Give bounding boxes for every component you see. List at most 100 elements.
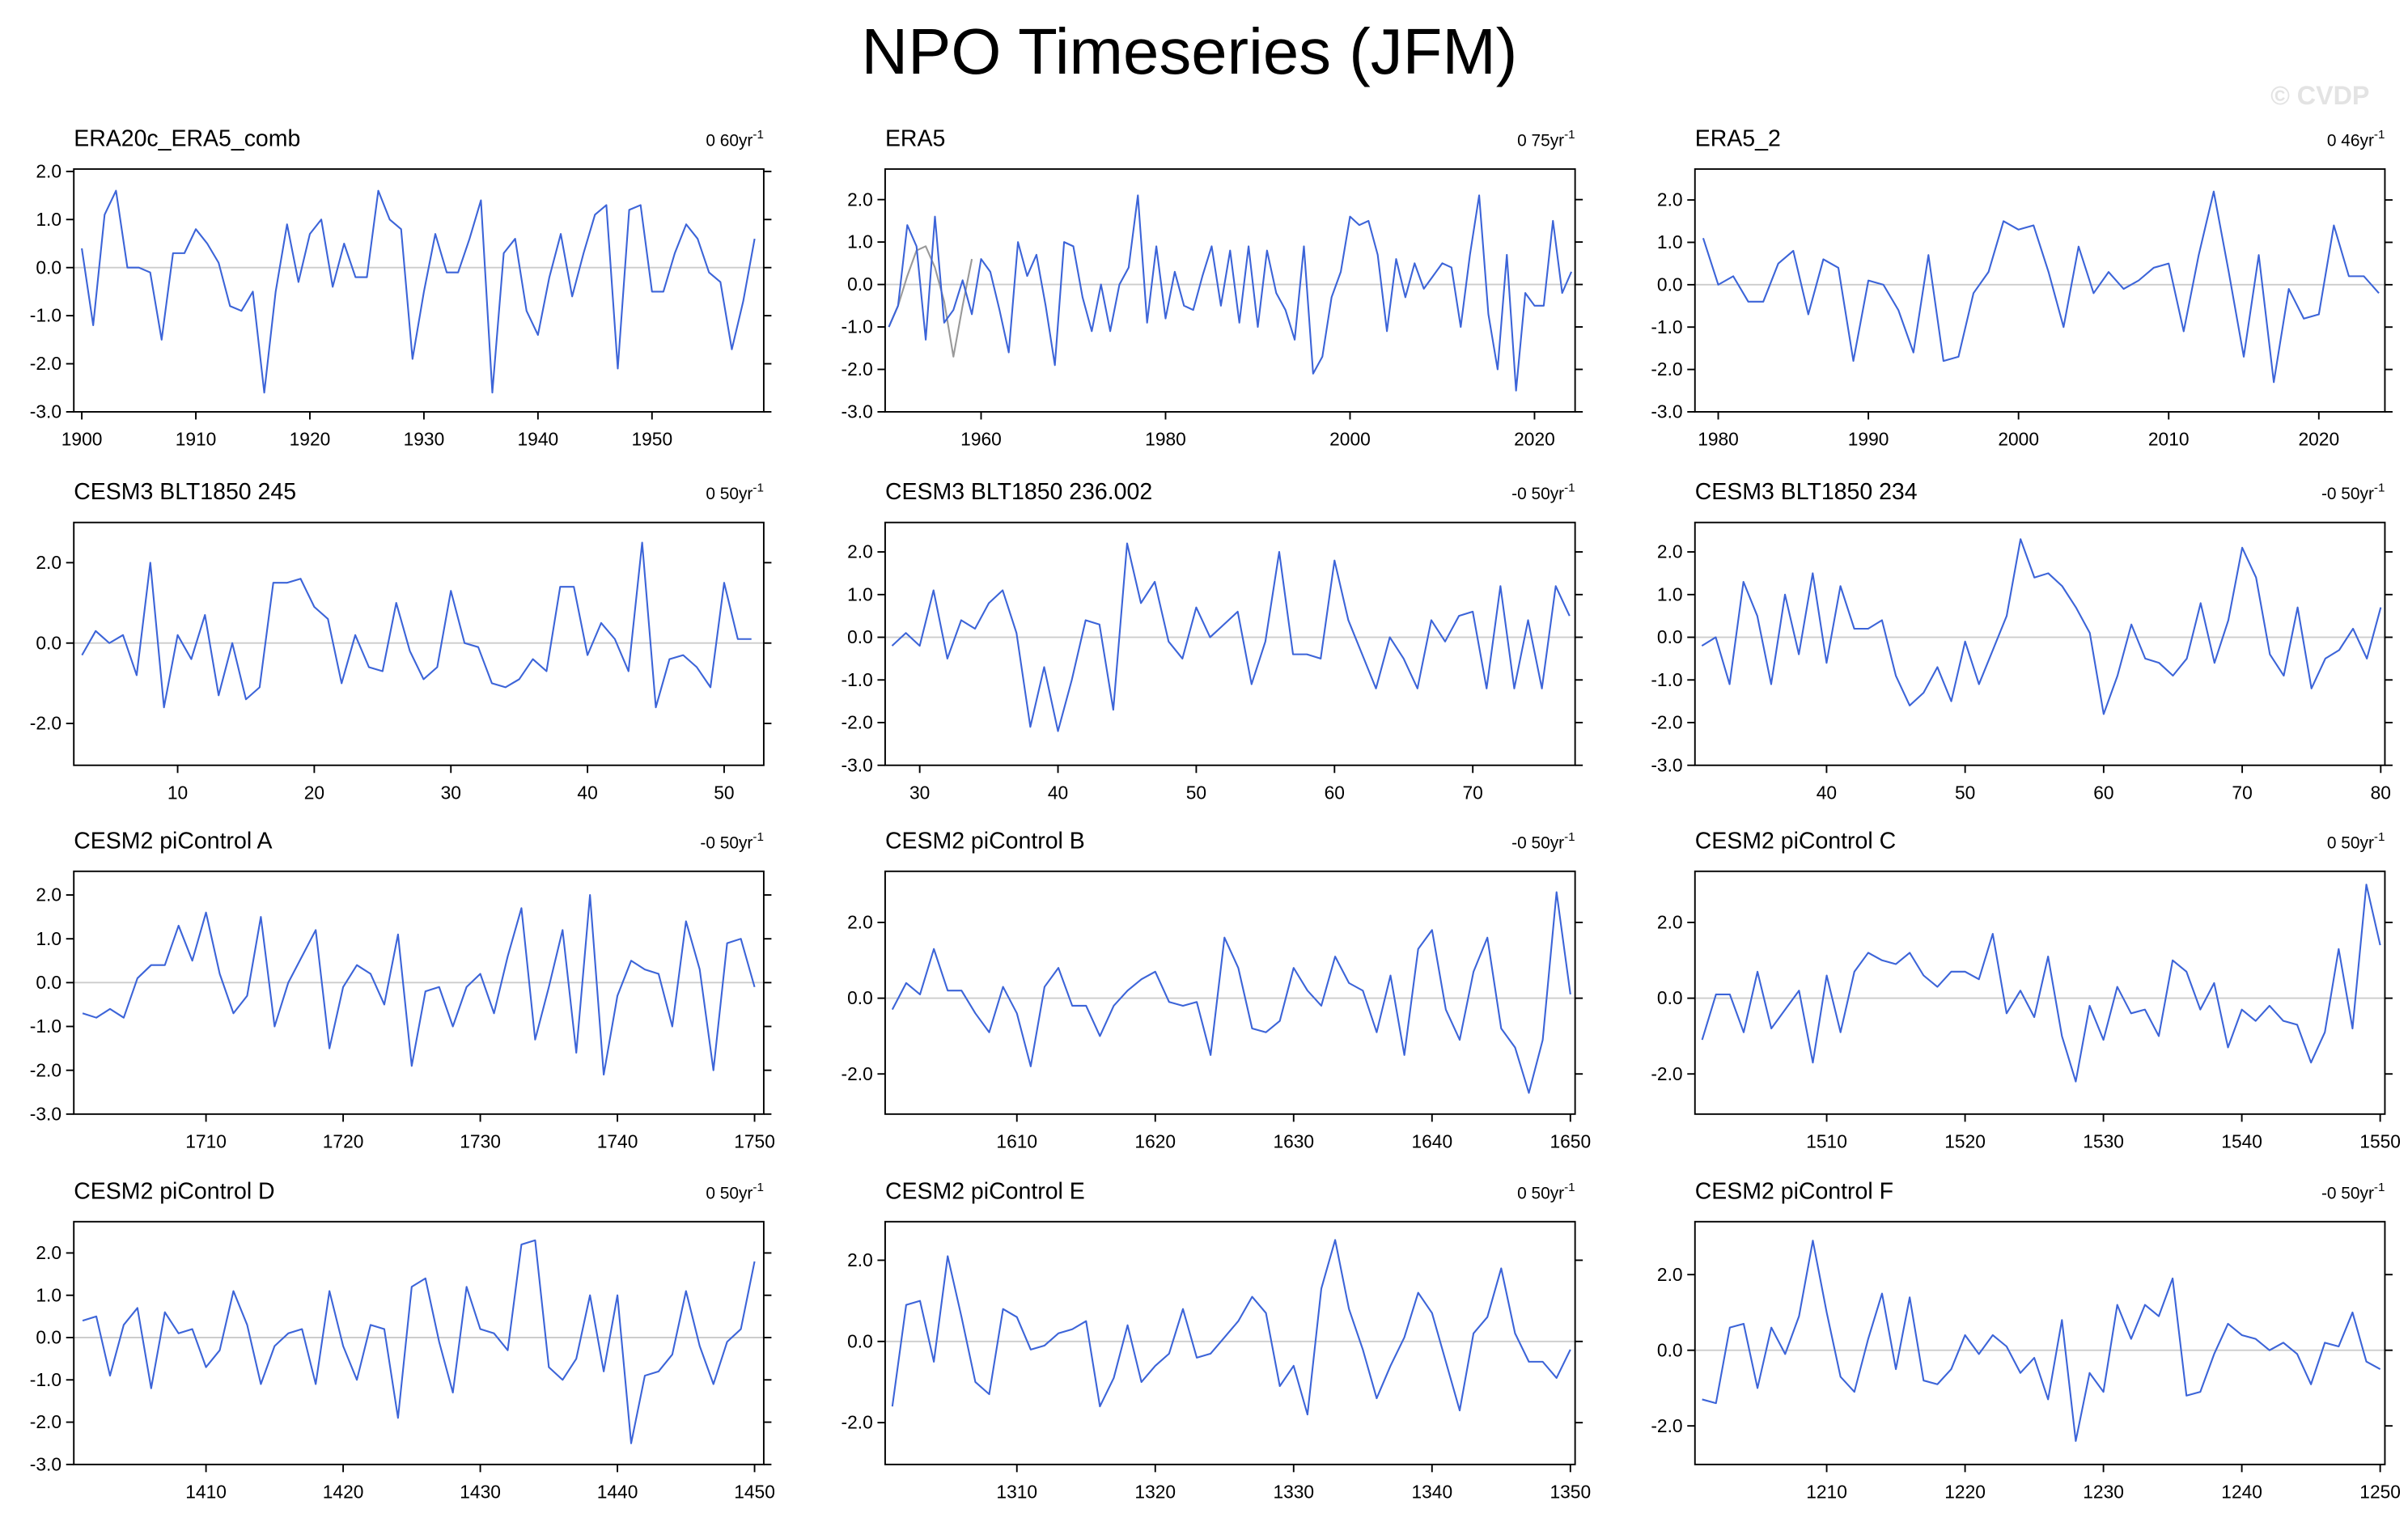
y-tick-label: 0.0 [1657, 626, 1683, 647]
y-tick-label: 0.0 [847, 626, 873, 647]
y-tick-label: -3.0 [842, 401, 873, 422]
panel: CESM3 BLT1850 245 0 50yr-1 -2.0 0.0 2.0 10 20 3… [30, 479, 772, 804]
trend-label: -0 50yr-1 [2321, 1181, 2385, 1202]
x-tick-label: 1310 [996, 1482, 1037, 1503]
x-tick-label: 1730 [460, 1131, 501, 1152]
y-tick-label: -2.0 [842, 358, 873, 380]
series-line [1702, 190, 2380, 384]
x-tick-label: 80 [2371, 782, 2391, 804]
trend-value: -0 50yr [1511, 833, 1564, 852]
x-tick-label: 1650 [1550, 1131, 1591, 1152]
series-line [1702, 1240, 2381, 1442]
x-tick-label: 2000 [1329, 429, 1371, 450]
plot-frame [1694, 521, 2386, 766]
y-tick-label: 1.0 [1657, 231, 1683, 252]
trend-exponent: -1 [2374, 830, 2385, 844]
y-tick-label: -1.0 [30, 1016, 61, 1037]
x-tick-label: 1430 [460, 1482, 501, 1503]
x-tick-label: 1750 [734, 1131, 775, 1152]
trend-value: -0 50yr [2321, 1184, 2374, 1202]
trend-label: 0 50yr-1 [2327, 830, 2385, 852]
x-tick-label: 1630 [1273, 1131, 1314, 1152]
panel: CESM2 piControl C 0 50yr-1 -2.0 0.0 2.0 1510 1… [1651, 828, 2401, 1151]
y-tick-label: -2.0 [842, 712, 873, 733]
series-line [1701, 884, 2381, 1083]
x-tick-label: 1330 [1273, 1482, 1314, 1503]
plot-frame [884, 1220, 1576, 1465]
plot-frame [884, 167, 1576, 413]
y-tick-label: 2.0 [847, 1249, 873, 1270]
panel-title: ERA20c_ERA5_comb [74, 125, 300, 151]
y-tick-label: -2.0 [30, 1059, 61, 1080]
y-tick-label: 1.0 [36, 209, 61, 230]
y-tick-label: -3.0 [30, 1453, 61, 1474]
x-tick-label: 20 [304, 782, 324, 804]
x-tick-label: 1900 [61, 429, 103, 450]
trend-label: 0 50yr-1 [1517, 1181, 1575, 1202]
y-tick-label: -1.0 [842, 669, 873, 690]
x-tick-label: 1540 [2221, 1131, 2262, 1152]
trend-value: 0 75yr [1517, 131, 1564, 150]
y-tick-label: -2.0 [30, 353, 61, 374]
plot-frame [73, 870, 765, 1115]
panel: CESM2 piControl F -0 50yr-1 -2.0 0.0 2.0 1210… [1651, 1178, 2401, 1502]
x-tick-label: 1240 [2221, 1482, 2262, 1503]
panel-title: CESM3 BLT1850 234 [1695, 479, 1918, 505]
x-tick-label: 1980 [1145, 429, 1186, 450]
trend-label: 0 50yr-1 [706, 481, 764, 503]
y-tick-label: -1.0 [30, 305, 61, 326]
y-tick-label: 2.0 [36, 552, 61, 573]
x-tick-label: 1620 [1134, 1131, 1176, 1152]
series-line [888, 245, 973, 358]
trend-value: 0 60yr [706, 131, 752, 150]
panel: CESM3 BLT1850 234 -0 50yr-1 -3.0 -2.0 -1.0 0.… [1651, 479, 2393, 804]
plot-frame [884, 870, 1576, 1115]
x-tick-label: 40 [1817, 782, 1837, 804]
y-tick-label: 0.0 [36, 972, 61, 993]
y-tick-label: 0.0 [36, 632, 61, 653]
x-tick-label: 1420 [323, 1482, 364, 1503]
x-tick-label: 50 [714, 782, 734, 804]
x-tick-label: 1640 [1411, 1131, 1452, 1152]
x-tick-label: 2020 [1514, 429, 1555, 450]
x-tick-label: 1230 [2083, 1482, 2124, 1503]
plot-frame [1694, 167, 2386, 413]
y-tick-label: 0.0 [847, 1330, 873, 1351]
trend-label: 0 50yr-1 [706, 1181, 764, 1202]
y-tick-label: -2.0 [1651, 358, 1682, 380]
y-tick-label: 0.0 [36, 257, 61, 278]
panel: CESM2 piControl D 0 50yr-1 -3.0 -2.0 -1.0 0.0… [30, 1178, 775, 1502]
trend-label: 0 60yr-1 [706, 128, 764, 150]
x-tick-label: 2020 [2298, 429, 2339, 450]
trend-label: 0 46yr-1 [2327, 128, 2385, 150]
x-tick-label: 1720 [323, 1131, 364, 1152]
x-tick-label: 1940 [518, 429, 559, 450]
y-tick-label: -3.0 [30, 1103, 61, 1124]
y-tick-label: 0.0 [36, 1327, 61, 1348]
x-tick-label: 30 [909, 782, 930, 804]
plot-frame [884, 521, 1576, 766]
panel-title: ERA5 [885, 125, 945, 151]
series-line [82, 1239, 756, 1444]
x-tick-label: 1930 [404, 429, 445, 450]
x-tick-label: 1520 [1944, 1131, 1986, 1152]
y-tick-label: -3.0 [1651, 754, 1682, 775]
x-tick-label: 1250 [2359, 1482, 2401, 1503]
y-tick-label: 2.0 [36, 1242, 61, 1263]
panel-title: CESM2 piControl E [885, 1178, 1085, 1204]
x-tick-label: 1610 [996, 1131, 1037, 1152]
trend-value: 0 50yr [1517, 1184, 1564, 1202]
panel: ERA20c_ERA5_comb 0 60yr-1 -3.0 -2.0 -1.0 0.0 1… [30, 125, 772, 450]
x-tick-label: 70 [2232, 782, 2252, 804]
y-tick-label: -2.0 [1651, 1415, 1682, 1436]
trend-exponent: -1 [1564, 128, 1575, 142]
x-tick-label: 60 [2093, 782, 2113, 804]
y-tick-label: -3.0 [1651, 401, 1682, 422]
trend-exponent: -1 [752, 128, 764, 142]
panel-title: CESM3 BLT1850 236.002 [885, 479, 1152, 505]
plot-frame [73, 167, 765, 413]
x-tick-label: 2000 [1998, 429, 2039, 450]
